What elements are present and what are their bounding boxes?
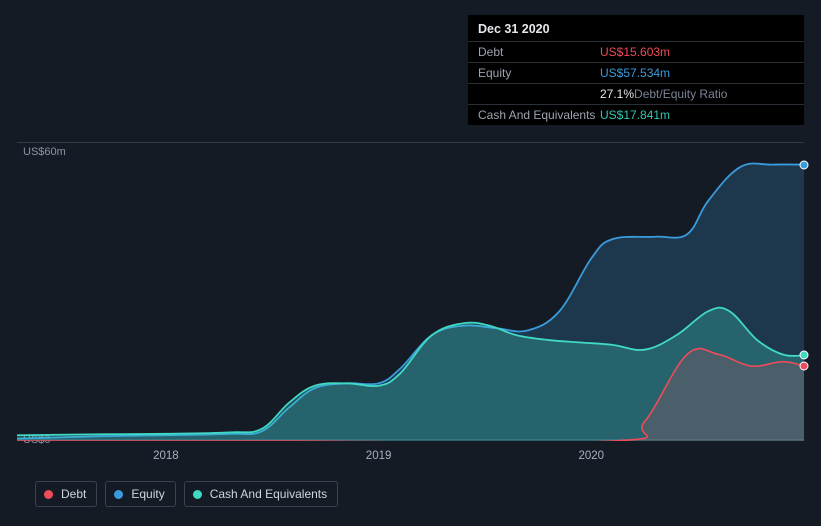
legend-item[interactable]: Equity: [105, 481, 175, 507]
debt-equity-chart: US$60mUS$0 201820192020 DebtEquityCash A…: [17, 118, 804, 468]
tooltip-row-value: 27.1%: [600, 87, 634, 101]
tooltip-row-label: Cash And Equivalents: [478, 108, 600, 122]
tooltip-row-value: US$15.603m: [600, 45, 670, 59]
plot-area: [17, 142, 804, 440]
tooltip-row-value: US$17.841m: [600, 108, 670, 122]
legend-swatch: [193, 490, 202, 499]
x-axis: 2018 2019 2020: [17, 450, 804, 470]
chart-legend: Debt Equity Cash And Equivalents: [35, 481, 338, 507]
tooltip-row: 27.1% Debt/Equity Ratio: [468, 83, 804, 104]
series-end-marker: [800, 160, 809, 169]
tooltip-date: Dec 31 2020: [468, 15, 804, 41]
x-axis-tick: 2018: [153, 450, 179, 462]
tooltip-row: EquityUS$57.534m: [468, 62, 804, 83]
legend-item[interactable]: Debt: [35, 481, 97, 507]
tooltip-row-label: [478, 87, 600, 101]
legend-label: Cash And Equivalents: [210, 487, 327, 501]
x-axis-tick: 2019: [366, 450, 392, 462]
legend-label: Debt: [61, 487, 86, 501]
tooltip-row-label: Debt: [478, 45, 600, 59]
legend-swatch: [44, 490, 53, 499]
series-end-marker: [800, 351, 809, 360]
tooltip-row-value: US$57.534m: [600, 66, 670, 80]
tooltip-row: Cash And EquivalentsUS$17.841m: [468, 104, 804, 125]
x-axis-tick: 2020: [579, 450, 605, 462]
area-chart-svg: [17, 143, 804, 441]
tooltip-row-suffix: Debt/Equity Ratio: [634, 87, 727, 101]
legend-label: Equity: [131, 487, 164, 501]
chart-tooltip: Dec 31 2020 DebtUS$15.603mEquityUS$57.53…: [468, 15, 804, 125]
series-end-marker: [800, 362, 809, 371]
tooltip-row: DebtUS$15.603m: [468, 41, 804, 62]
legend-swatch: [114, 490, 123, 499]
tooltip-row-label: Equity: [478, 66, 600, 80]
legend-item[interactable]: Cash And Equivalents: [184, 481, 338, 507]
